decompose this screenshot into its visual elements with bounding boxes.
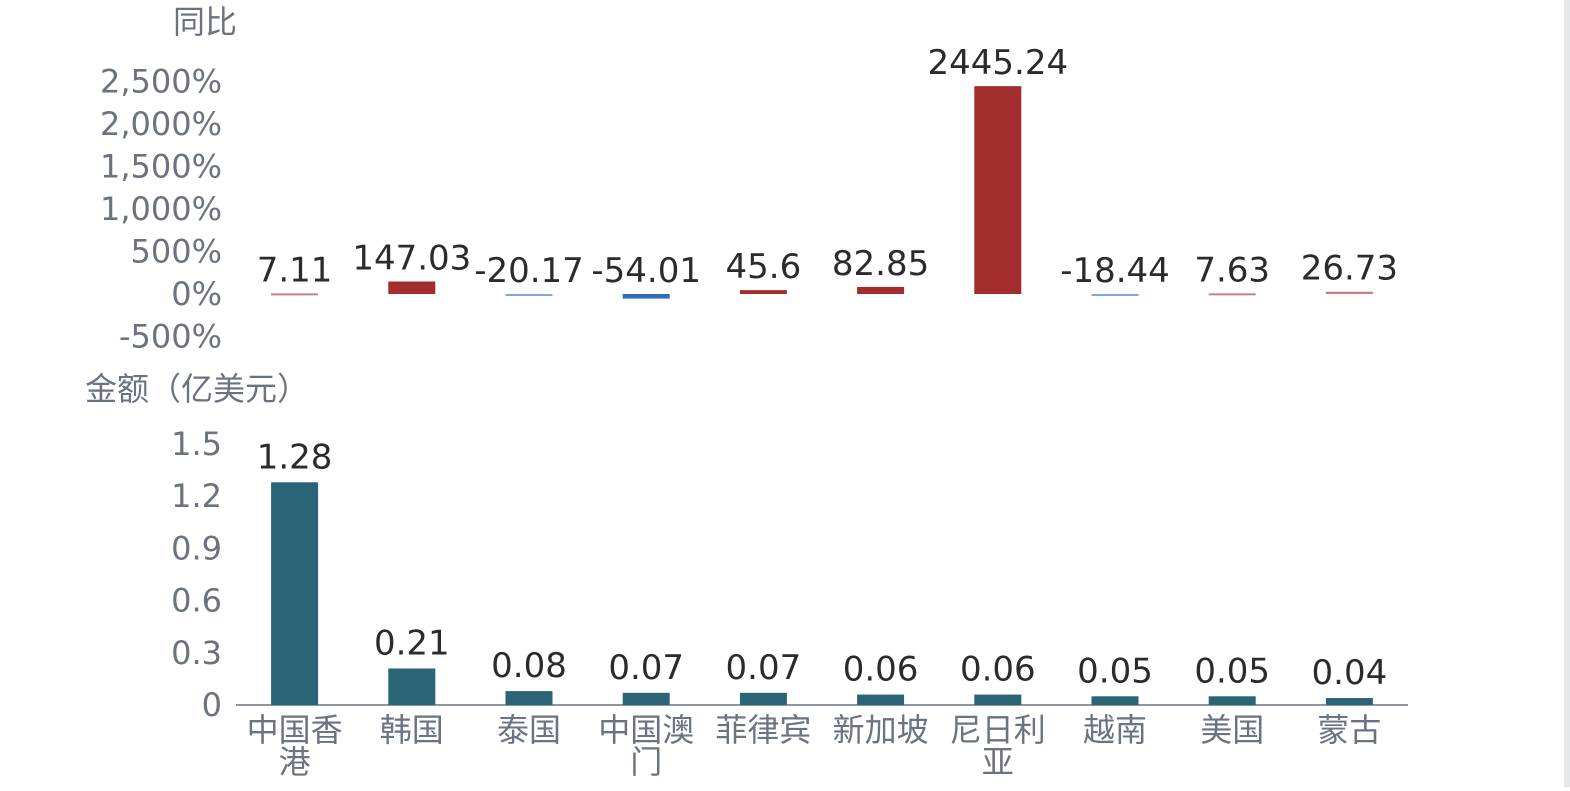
yoy-y-tick-label: 0%: [171, 275, 222, 313]
right-edge-bar: [1564, 0, 1570, 787]
yoy-y-tick-label: 2,500%: [100, 63, 222, 101]
amount-data-label: 1.28: [257, 437, 333, 477]
yoy-data-label: -20.17: [474, 251, 584, 291]
amount-bars: [271, 482, 1373, 705]
category-label: 亚: [982, 743, 1014, 781]
amount-y-tick-label: 1.2: [171, 477, 222, 515]
amount-data-label: 0.05: [1077, 651, 1153, 691]
yoy-data-label: 26.73: [1301, 249, 1398, 289]
amount-y-ticks: 1.5 1.2 0.9 0.6 0.3 0: [171, 425, 222, 724]
yoy-bar: [857, 286, 905, 294]
yoy-bar: [1208, 293, 1256, 296]
yoy-bar: [1091, 294, 1139, 296]
amount-y-tick-label: 0.6: [171, 582, 222, 620]
amount-y-tick-label: 0.9: [171, 529, 222, 567]
yoy-data-label: 2445.24: [927, 43, 1068, 83]
amount-panel: 金额（亿美元） 1.5 1.2 0.9 0.6 0.3 0 1.28 0.21 0.08 0.0…: [85, 370, 1408, 781]
amount-bar: [1208, 696, 1256, 705]
category-label: 港: [279, 743, 311, 781]
yoy-bar: [388, 281, 436, 294]
amount-bar: [388, 668, 436, 705]
yoy-panel: 同比 2,500% 2,000% 1,500% 1,000% 500% 0% -500% 7…: [100, 3, 1398, 356]
category-label: 尼日利: [950, 711, 1046, 749]
amount-data-label: 0.05: [1194, 651, 1270, 691]
yoy-y-tick-label: 1,000%: [100, 190, 222, 228]
amount-data-label: 0.06: [843, 650, 919, 690]
yoy-bar: [974, 86, 1022, 294]
amount-bar: [271, 482, 319, 705]
category-label: 菲律宾: [715, 711, 811, 749]
category-label: 越南: [1083, 711, 1147, 749]
yoy-data-label: -54.01: [591, 251, 701, 291]
yoy-bars: [271, 86, 1373, 299]
amount-bar: [1091, 696, 1139, 705]
yoy-y-tick-label: 1,500%: [100, 148, 222, 186]
category-label: 美国: [1200, 711, 1264, 749]
amount-data-label: 0.07: [726, 648, 802, 688]
yoy-data-label: 82.85: [832, 244, 929, 284]
amount-bar: [505, 691, 553, 705]
yoy-bar: [505, 294, 553, 296]
yoy-bar: [739, 290, 787, 294]
yoy-data-label: 7.63: [1194, 250, 1270, 290]
category-label: 蒙古: [1317, 711, 1381, 749]
category-label: 韩国: [380, 711, 444, 749]
amount-y-tick-label: 1.5: [171, 425, 222, 463]
amount-data-label: 0.08: [491, 646, 567, 686]
amount-data-label: 0.21: [374, 623, 450, 663]
yoy-bar: [622, 294, 670, 299]
category-label: 中国香: [247, 711, 343, 749]
amount-bar: [1325, 698, 1373, 705]
amount-data-labels: 1.28 0.21 0.08 0.07 0.07 0.06 0.06 0.05 0.05 0.04: [257, 437, 1388, 693]
yoy-data-labels: 7.11 147.03 -20.17 -54.01 45.6 82.85 2445.24 -1…: [257, 43, 1398, 291]
yoy-axis-title: 同比: [173, 3, 237, 41]
amount-y-tick-label: 0: [202, 686, 222, 724]
yoy-bar: [1325, 291, 1373, 294]
amount-bar: [622, 692, 670, 705]
yoy-y-tick-label: 500%: [131, 233, 222, 271]
amount-bar: [739, 692, 787, 705]
yoy-bar: [271, 293, 319, 296]
category-label: 新加坡: [833, 711, 929, 749]
amount-axis-title: 金额（亿美元）: [85, 370, 309, 408]
category-label: 泰国: [497, 711, 561, 749]
amount-data-label: 0.07: [608, 648, 684, 688]
yoy-y-tick-label: -500%: [119, 318, 222, 356]
category-label: 中国澳: [598, 711, 694, 749]
amount-data-label: 0.06: [960, 650, 1036, 690]
yoy-data-label: -18.44: [1060, 251, 1170, 291]
category-label: 门: [630, 743, 662, 781]
yoy-y-ticks: 2,500% 2,000% 1,500% 1,000% 500% 0% -500%: [100, 63, 222, 356]
yoy-data-label: 147.03: [352, 239, 471, 279]
amount-bar: [857, 694, 905, 705]
amount-bar: [974, 694, 1022, 705]
yoy-data-label: 45.6: [726, 247, 802, 287]
amount-data-label: 0.04: [1312, 653, 1388, 693]
yoy-y-tick-label: 2,000%: [100, 105, 222, 143]
yoy-data-label: 7.11: [257, 250, 333, 290]
amount-y-tick-label: 0.3: [171, 634, 222, 672]
